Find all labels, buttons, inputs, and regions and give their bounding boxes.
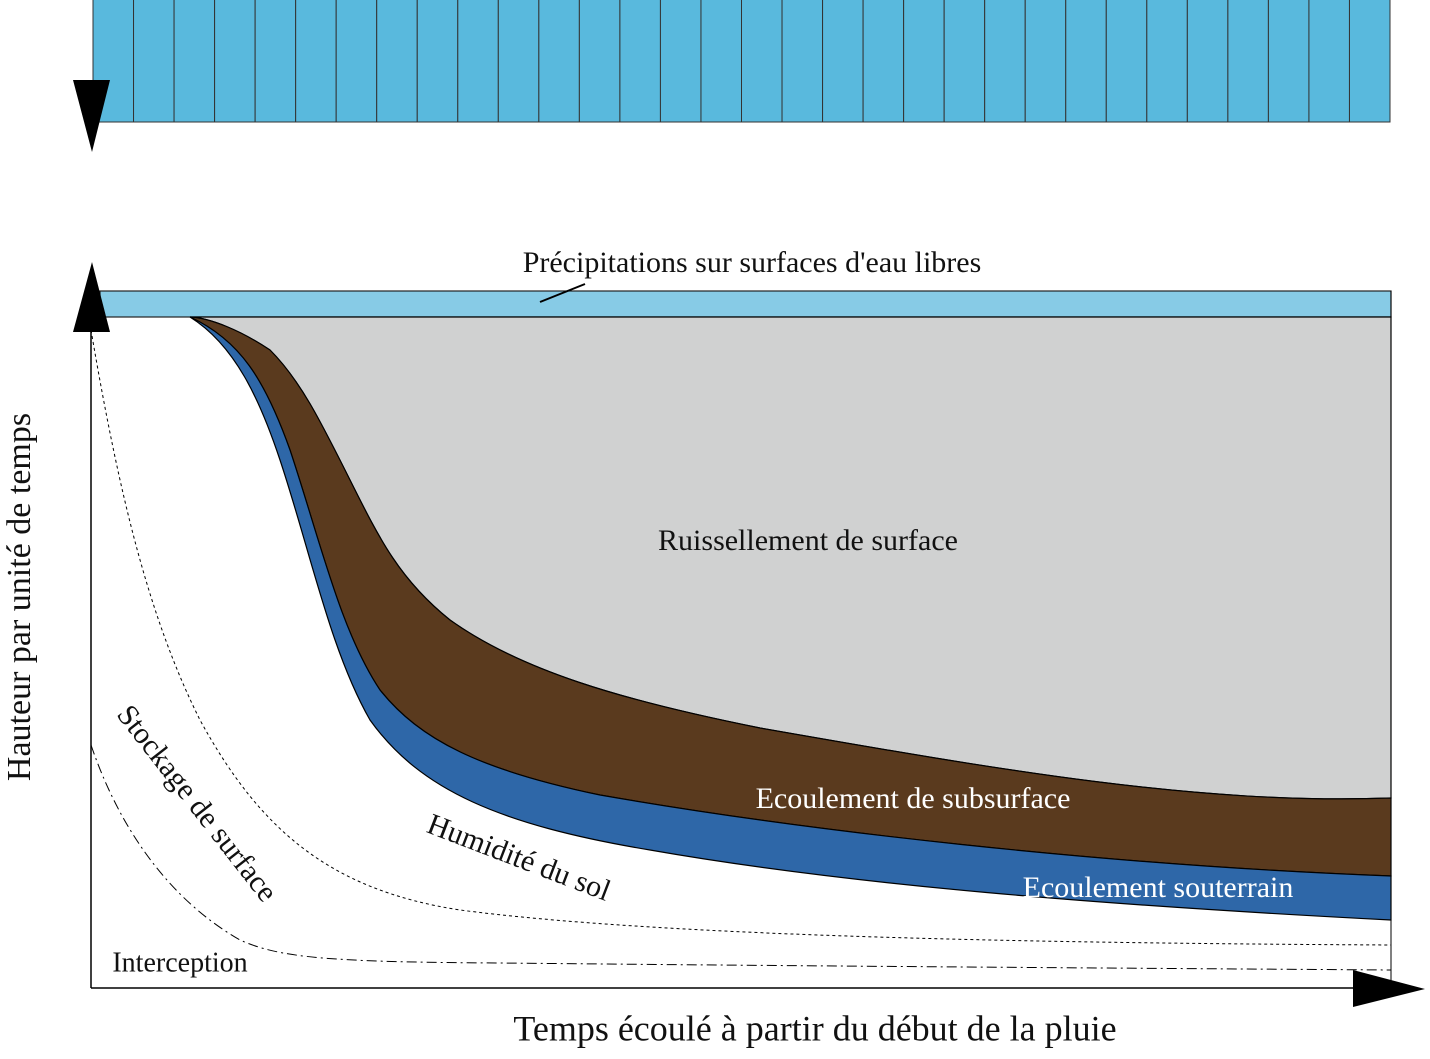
rain-bar	[133, 0, 175, 123]
x-axis-label: Temps écoulé à partir du début de la plu…	[513, 1008, 1116, 1048]
label: Ecoulement de subsurface	[756, 782, 1071, 815]
rain-bar	[903, 0, 945, 123]
rain-bar	[943, 0, 986, 123]
rain-bar	[659, 0, 702, 123]
rain-bar	[376, 0, 418, 123]
x-arrow	[1353, 970, 1425, 1007]
leader-line	[539, 283, 586, 303]
rain-bar	[741, 0, 783, 123]
rain-bar	[1227, 0, 1269, 123]
rain-bar	[457, 0, 499, 123]
rain-bar	[1024, 0, 1067, 123]
rain-bar	[1308, 0, 1350, 123]
rain-bar	[335, 0, 378, 123]
rain-bar	[1105, 0, 1148, 123]
rain-bar	[1146, 0, 1188, 123]
rain-bar	[1267, 0, 1310, 123]
rain-bar	[214, 0, 256, 123]
label: Précipitations sur surfaces d'eau libres	[523, 246, 982, 279]
rain-bar	[497, 0, 540, 123]
label: Ruissellement de surface	[658, 524, 958, 557]
label: Interception	[112, 947, 247, 978]
rain-bar	[416, 0, 459, 123]
rainfall-bars	[92, 0, 1391, 123]
rain-arrow	[73, 80, 110, 152]
soil-moisture-line	[90, 329, 1392, 946]
label: Stockage de surface	[110, 699, 284, 908]
rain-bar	[538, 0, 580, 123]
y-arrow	[73, 262, 110, 332]
rain-bar	[862, 0, 905, 123]
free-water-band	[99, 290, 1392, 318]
rain-bar	[822, 0, 864, 123]
rain-bar	[578, 0, 621, 123]
rain-bar	[700, 0, 742, 123]
rain-bar	[1186, 0, 1229, 123]
label: Ecoulement souterrain	[1023, 871, 1294, 904]
rain-bar	[173, 0, 216, 123]
interception-line	[90, 744, 1392, 971]
rain-bar	[254, 0, 297, 123]
rain-bar	[1348, 0, 1391, 123]
rain-bar	[781, 0, 824, 123]
rain-bar	[984, 0, 1026, 123]
y-axis-label: Hauteur par unité de temps	[1, 413, 38, 781]
rain-bar	[619, 0, 661, 123]
rain-bar	[295, 0, 337, 123]
rain-bar	[1065, 0, 1107, 123]
